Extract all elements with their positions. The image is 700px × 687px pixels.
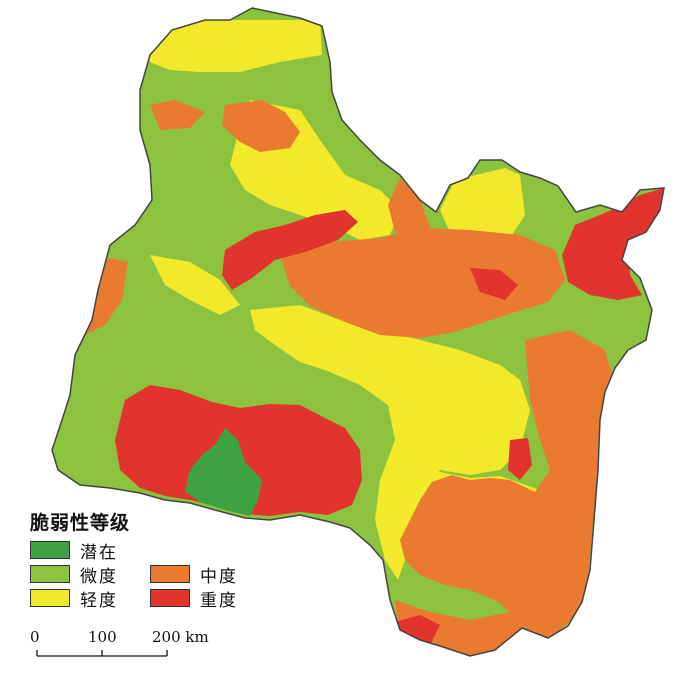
zone-light-east xyxy=(440,168,525,240)
zone-light-central xyxy=(250,305,530,580)
legend-swatch-latent xyxy=(30,541,70,559)
zone-moderate-north xyxy=(150,100,205,130)
legend: 脆弱性等级 潜在 微度 轻度 中度 重度 xyxy=(30,508,270,620)
legend-label-latent: 潜在 xyxy=(80,543,118,563)
scale-label-100: 100 xyxy=(88,628,117,646)
legend-label-moderate: 中度 xyxy=(200,567,238,587)
legend-swatch-slight xyxy=(30,565,70,583)
zone-moderate-east xyxy=(388,178,432,242)
scale-bar-line xyxy=(36,650,168,657)
legend-swatch-severe xyxy=(150,589,190,607)
zone-moderate-center xyxy=(280,228,565,338)
zone-moderate-southeast xyxy=(400,330,615,630)
zone-light-north xyxy=(145,20,322,72)
legend-label-light: 轻度 xyxy=(80,591,118,611)
zone-severe-east xyxy=(562,188,664,300)
legend-swatch-light xyxy=(30,589,70,607)
zone-severe-east-patch xyxy=(470,268,518,300)
legend-swatch-moderate xyxy=(150,565,190,583)
scale-bar: 0 100 200 km xyxy=(28,628,228,662)
zone-severe-central-north xyxy=(222,210,358,290)
legend-label-severe: 重度 xyxy=(200,591,238,611)
scale-label-0: 0 xyxy=(30,628,40,646)
scale-label-200: 200 km xyxy=(152,628,209,646)
legend-title: 脆弱性等级 xyxy=(30,512,131,534)
zone-moderate-northeast xyxy=(222,100,300,152)
legend-label-slight: 微度 xyxy=(80,567,118,587)
zone-latent-south xyxy=(185,428,262,516)
zone-severe-southeast xyxy=(508,438,532,480)
zone-light-southwest xyxy=(150,255,240,315)
